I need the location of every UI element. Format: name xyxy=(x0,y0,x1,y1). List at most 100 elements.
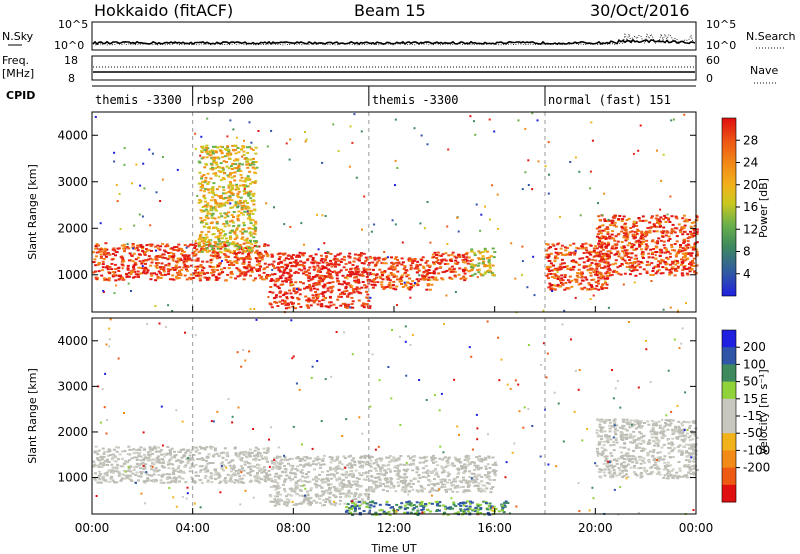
scatter-cell xyxy=(257,253,261,256)
scatter-cell xyxy=(161,256,165,259)
scatter-cell xyxy=(214,172,218,175)
scatter-cell xyxy=(178,266,182,269)
scatter-cell xyxy=(392,486,396,489)
scatter-cell xyxy=(139,462,143,465)
scatter-cell xyxy=(284,495,288,498)
scatter-cell xyxy=(240,176,244,179)
scatter-cell xyxy=(260,454,264,457)
scatter-cell xyxy=(100,458,104,461)
scatter-cell xyxy=(389,279,392,282)
scatter-cell xyxy=(349,470,353,473)
scatter-cell xyxy=(235,183,239,186)
scatter-cell xyxy=(347,282,351,285)
scatter-cell xyxy=(166,446,170,448)
scatter-cell xyxy=(395,275,399,278)
scatter-cell xyxy=(224,458,228,461)
noise-cell xyxy=(662,308,665,311)
noise-cell xyxy=(273,206,275,209)
scatter-cell xyxy=(369,469,373,472)
scatter-cell xyxy=(201,180,205,183)
scatter-cell xyxy=(361,464,365,467)
scatter-cell xyxy=(426,279,430,281)
scatter-cell xyxy=(294,292,298,295)
scatter-cell xyxy=(453,255,457,258)
scatter-cell xyxy=(398,280,402,283)
scatter-cell xyxy=(274,485,278,488)
scatter-cell xyxy=(263,451,267,454)
scatter-cell xyxy=(380,457,384,460)
scatter-cell xyxy=(286,303,290,306)
noise-cell xyxy=(363,195,366,198)
scatter-cell xyxy=(567,251,571,254)
scatter-cell xyxy=(127,271,131,274)
scatter-cell xyxy=(227,211,231,214)
scatter-cell xyxy=(279,275,283,278)
scatter-cell xyxy=(119,275,123,278)
scatter-cell xyxy=(573,278,577,281)
scatter-cell xyxy=(657,260,661,263)
scatter-cell xyxy=(379,470,383,473)
nsky-trace xyxy=(92,38,696,46)
scatter-cell xyxy=(450,260,454,262)
scatter-cell xyxy=(198,243,201,246)
scatter-cell xyxy=(112,247,116,250)
scatter-cell xyxy=(335,479,339,482)
scatter-cell xyxy=(249,234,253,237)
scatter-cell xyxy=(273,495,277,498)
scatter-cell xyxy=(361,498,364,501)
scatter-cell xyxy=(176,249,180,252)
scatter-cell xyxy=(385,490,389,493)
scatter-cell xyxy=(106,458,109,461)
scatter-cell xyxy=(128,448,132,451)
scatter-cell xyxy=(220,215,224,218)
scatter-cell xyxy=(209,212,213,215)
scatter-cell xyxy=(616,266,620,269)
scatter-cell xyxy=(217,238,221,241)
scatter-cell xyxy=(572,242,576,245)
scatter-cell xyxy=(630,252,634,255)
scatter-cell xyxy=(404,271,408,274)
scatter-cell xyxy=(235,262,239,265)
scatter-cell xyxy=(107,277,111,280)
scatter-cell xyxy=(292,287,296,290)
scatter-cell xyxy=(278,270,282,273)
scatter-cell xyxy=(201,184,204,187)
scatter-cell xyxy=(405,275,409,278)
scatter-cell xyxy=(394,490,398,493)
scatter-cell xyxy=(462,261,465,264)
scatter-cell xyxy=(317,283,321,286)
scatter-cell xyxy=(290,457,294,460)
scatter-cell xyxy=(174,477,178,479)
scatter-cell xyxy=(369,459,373,462)
scatter-cell xyxy=(281,274,285,277)
scatter-cell xyxy=(327,269,331,272)
scatter-cell xyxy=(206,480,210,483)
scatter-cell xyxy=(357,287,361,290)
scatter-cell xyxy=(215,188,219,191)
scatter-cell xyxy=(127,247,131,250)
scatter-cell xyxy=(470,268,474,271)
scatter-cell xyxy=(206,217,210,220)
scatter-cell xyxy=(220,467,224,469)
scatter-cell xyxy=(283,488,286,491)
scatter-cell xyxy=(221,176,225,179)
scatter-cell xyxy=(409,286,413,289)
scatter-cell xyxy=(300,252,304,255)
scatter-cell xyxy=(345,306,349,309)
scatter-cell xyxy=(611,245,615,248)
scatter-cell xyxy=(188,470,192,473)
scatter-cell xyxy=(352,289,355,292)
scatter-cell xyxy=(209,177,213,180)
scatter-cell xyxy=(407,455,410,458)
scatter-cell xyxy=(662,218,666,221)
scatter-cell xyxy=(162,466,166,469)
scatter-cell xyxy=(203,448,207,451)
scatter-cell xyxy=(103,479,107,482)
scatter-cell xyxy=(392,456,396,459)
scatter-cell xyxy=(221,169,225,172)
scatter-cell xyxy=(180,247,184,250)
noise-cell xyxy=(355,176,358,179)
scatter-cell xyxy=(219,228,223,231)
scatter-cell xyxy=(257,458,261,461)
scatter-cell xyxy=(157,469,161,472)
